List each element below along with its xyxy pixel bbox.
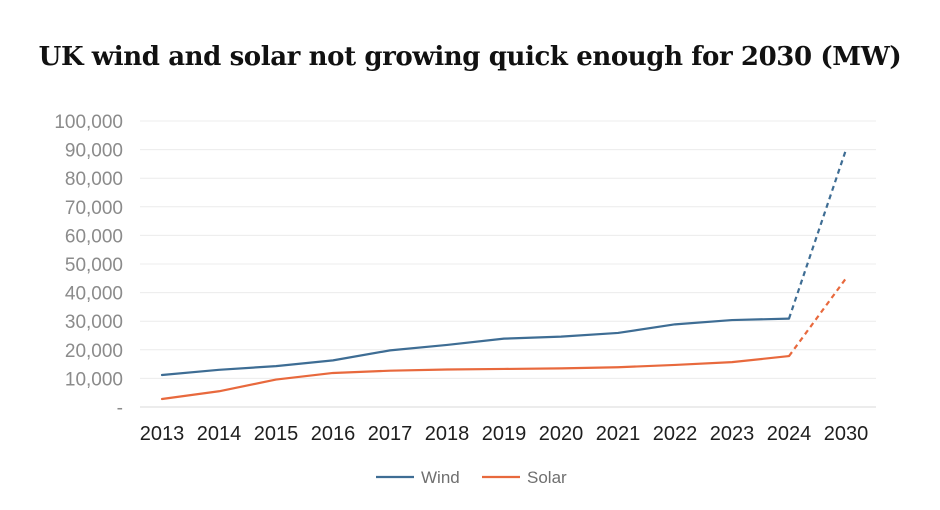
y-tick-label: 30,000 [65,312,123,333]
y-tick-label: 70,000 [65,198,123,219]
legend: Wind Solar [376,468,567,487]
legend-label-solar: Solar [527,468,567,487]
series-projection-solar [788,277,847,357]
x-tick-label: 2018 [425,423,470,445]
x-tick-label: 2024 [767,423,812,445]
x-tick-label: 2023 [710,423,755,445]
x-tick-label: 2014 [197,423,242,445]
y-tick-label: 40,000 [65,284,123,305]
chart-title: UK wind and solar not growing quick enou… [38,42,902,72]
gridlines [140,120,876,408]
x-tick-label: 2020 [539,423,584,445]
x-axis: 2013 2014 2015 2016 2017 2018 2019 2020 2021 2022… [140,423,869,445]
x-tick-label: 2017 [368,423,413,445]
x-tick-label: 2022 [653,423,698,445]
y-tick-label: 10,000 [65,369,123,390]
series-line-solar [160,354,791,401]
series-lines [160,149,848,401]
x-tick-label: 2015 [254,423,299,445]
y-tick-label: 90,000 [65,141,123,162]
x-tick-label: 2019 [482,423,527,445]
y-tick-label: 80,000 [65,169,123,190]
series-projection-wind [787,149,848,319]
x-tick-label: 2030 [824,423,869,445]
x-tick-label: 2013 [140,423,185,445]
y-tick-label: 20,000 [65,341,123,362]
x-tick-label: 2021 [596,423,641,445]
y-tick-label: - [117,398,123,419]
y-tick-label: 100,000 [54,112,123,133]
x-tick-label: 2016 [311,423,356,445]
y-axis: - 10,000 20,000 30,000 40,000 50,000 60,000 70,… [54,112,123,419]
legend-label-wind: Wind [421,468,460,487]
series-line-wind [160,317,791,377]
y-tick-label: 50,000 [65,255,123,276]
y-tick-label: 60,000 [65,226,123,247]
